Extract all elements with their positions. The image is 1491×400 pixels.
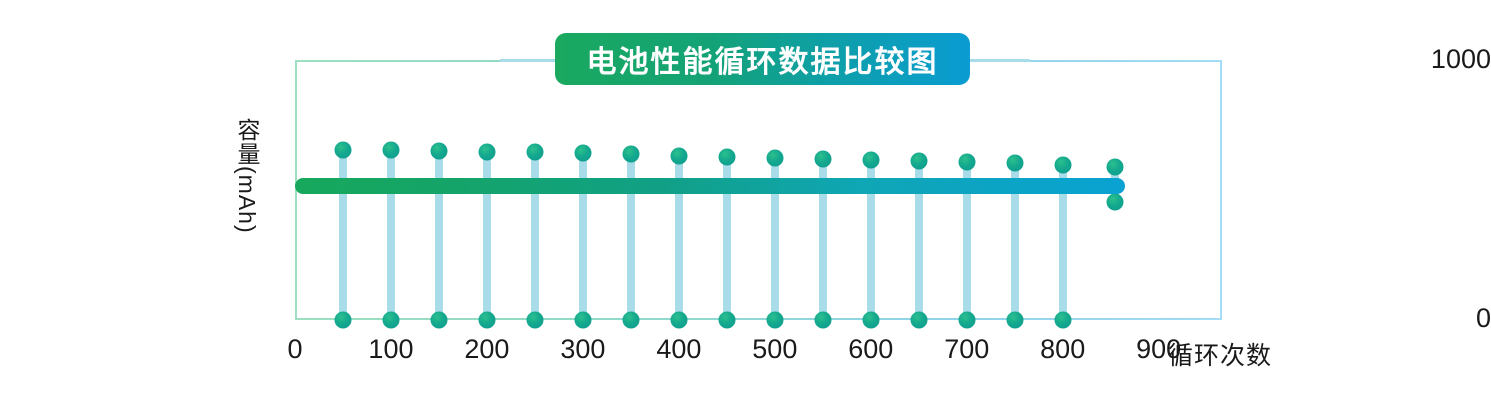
data-stem <box>386 150 395 320</box>
x-axis-tick-label: 200 <box>464 334 510 364</box>
capacity-trend-bar <box>295 178 1126 195</box>
data-stem <box>674 155 683 320</box>
data-stem <box>482 151 491 320</box>
x-axis-tick-label: 500 <box>752 334 798 364</box>
data-point-marker <box>862 151 880 169</box>
data-stem <box>338 149 347 320</box>
data-stem <box>962 161 971 320</box>
data-point-marker <box>478 143 496 161</box>
baseline-point-marker <box>526 311 544 329</box>
baseline-point-marker <box>862 311 880 329</box>
baseline-point-marker <box>574 311 592 329</box>
baseline-point-marker <box>1106 193 1124 211</box>
data-stem <box>1058 164 1067 320</box>
baseline-point-marker <box>622 311 640 329</box>
x-axis-tick-label: 800 <box>1040 334 1086 364</box>
baseline-point-marker <box>334 311 352 329</box>
data-point-marker <box>910 152 928 170</box>
x-axis-title: 循环次数 <box>1168 342 1273 370</box>
x-axis-tick-label: 900 <box>1136 334 1182 364</box>
baseline-point-marker <box>670 311 688 329</box>
chart-title-badge: 电池性能循环数据比较图 <box>555 33 970 85</box>
baseline-point-marker <box>910 311 928 329</box>
title-connector-left <box>500 59 560 62</box>
data-stem <box>626 154 635 320</box>
data-point-marker <box>814 150 832 168</box>
baseline-point-marker <box>382 311 400 329</box>
data-point-marker <box>526 143 544 161</box>
data-point-marker <box>670 147 688 165</box>
baseline-point-marker <box>814 311 832 329</box>
y-axis-tick-label-top: 1000 <box>1430 44 1491 74</box>
x-axis-tick-label: 100 <box>368 334 414 364</box>
data-stem <box>914 160 923 320</box>
data-point-marker <box>430 142 448 160</box>
y-axis-title: 容量(mAh) <box>234 118 260 234</box>
data-stem <box>866 159 875 320</box>
data-stem <box>770 157 779 320</box>
data-point-marker <box>622 145 640 163</box>
data-point-marker <box>382 141 400 159</box>
data-point-marker <box>574 144 592 162</box>
data-point-marker <box>334 141 352 159</box>
data-point-marker <box>1054 156 1072 174</box>
data-stem <box>578 153 587 320</box>
data-stem <box>722 156 731 320</box>
data-stem <box>434 151 443 320</box>
baseline-point-marker <box>430 311 448 329</box>
x-axis-tick-label: 0 <box>287 334 303 364</box>
x-axis-tick-label: 700 <box>944 334 990 364</box>
x-axis-tick-label: 600 <box>848 334 894 364</box>
x-axis-tick-label: 300 <box>560 334 606 364</box>
chart-title-text: 电池性能循环数据比较图 <box>586 46 939 79</box>
baseline-point-marker <box>958 311 976 329</box>
y-axis-tick-label-bottom: 0 <box>1475 303 1491 333</box>
data-point-marker <box>1106 158 1124 176</box>
title-connector-right <box>965 59 1030 62</box>
data-stem <box>530 152 539 320</box>
baseline-point-marker <box>1054 311 1072 329</box>
baseline-point-marker <box>478 311 496 329</box>
baseline-point-marker <box>766 311 784 329</box>
data-stem <box>1010 163 1019 320</box>
baseline-point-marker <box>718 311 736 329</box>
baseline-point-marker <box>1006 311 1024 329</box>
x-axis-tick-label: 400 <box>656 334 702 364</box>
data-point-marker <box>1006 154 1024 172</box>
data-point-marker <box>766 149 784 166</box>
data-point-marker <box>718 148 736 166</box>
data-stem <box>818 158 827 320</box>
data-point-marker <box>958 153 976 171</box>
